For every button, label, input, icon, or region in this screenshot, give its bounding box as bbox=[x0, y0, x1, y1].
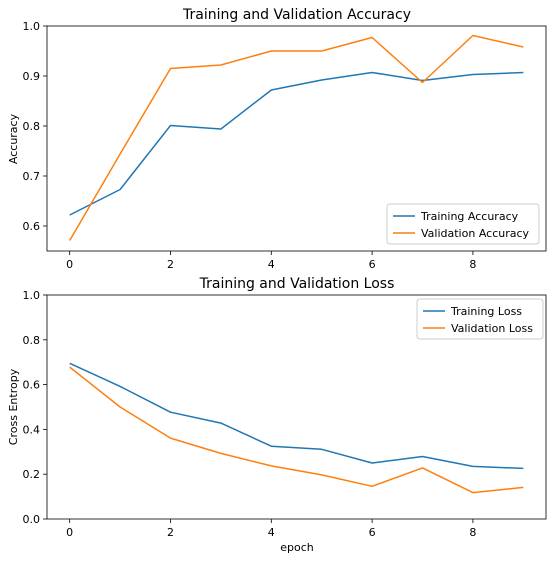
y-axis-label: Cross Entropy bbox=[7, 368, 20, 445]
legend-label: Training Accuracy bbox=[420, 210, 519, 223]
series-line-1 bbox=[69, 34, 524, 241]
x-tick-label: 2 bbox=[167, 258, 174, 271]
x-tick-label: 8 bbox=[469, 258, 476, 271]
x-tick-label: 2 bbox=[167, 526, 174, 539]
y-tick-label: 0.9 bbox=[23, 70, 41, 83]
x-tick-label: 4 bbox=[268, 258, 275, 271]
x-tick-label: 8 bbox=[469, 526, 476, 539]
y-tick-label: 0.6 bbox=[23, 220, 41, 233]
y-tick-label: 0.0 bbox=[23, 513, 41, 526]
plot-area bbox=[69, 34, 524, 241]
y-tick-label: 0.4 bbox=[23, 423, 41, 436]
legend: Training Accuracy Validation Accuracy bbox=[386, 203, 540, 245]
chart-title: Training and Validation Accuracy bbox=[182, 7, 411, 23]
axes-frame bbox=[46, 25, 547, 252]
accuracy-chart: Training and Validation Accuracy Accurac… bbox=[7, 7, 547, 271]
series-line-0 bbox=[69, 362, 524, 470]
y-tick-label: 0.2 bbox=[23, 468, 41, 481]
axes-frame bbox=[46, 294, 547, 520]
x-axis-label: epoch bbox=[280, 541, 314, 554]
y-tick-label: 0.8 bbox=[23, 120, 41, 133]
y-tick-label: 0.8 bbox=[23, 334, 41, 347]
legend-box bbox=[386, 203, 540, 245]
loss-chart: Training and Validation Loss Cross Entro… bbox=[7, 276, 547, 554]
y-axis-label: Accuracy bbox=[7, 113, 20, 164]
series-line-1 bbox=[69, 366, 524, 494]
legend: Training Loss Validation Loss bbox=[416, 298, 544, 340]
x-tick-label: 6 bbox=[369, 258, 376, 271]
legend-label: Training Loss bbox=[450, 305, 522, 318]
legend-box bbox=[416, 298, 544, 340]
y-tick-label: 1.0 bbox=[23, 289, 41, 302]
axes: 0 2 4 6 8 0.0 0.2 0.4 0.6 0.8 1.0 bbox=[23, 289, 547, 539]
series-line-0 bbox=[69, 71, 524, 216]
y-tick-label: 0.7 bbox=[23, 170, 41, 183]
axes: 0 2 4 6 8 0.6 0.7 0.8 0.9 1.0 bbox=[23, 20, 547, 271]
y-tick-label: 1.0 bbox=[23, 20, 41, 33]
x-tick-label: 4 bbox=[268, 526, 275, 539]
legend-label: Validation Accuracy bbox=[421, 227, 530, 240]
y-tick-label: 0.6 bbox=[23, 379, 41, 392]
plot-area bbox=[69, 362, 524, 494]
x-tick-label: 6 bbox=[369, 526, 376, 539]
legend-label: Validation Loss bbox=[451, 322, 533, 335]
chart-title: Training and Validation Loss bbox=[199, 276, 395, 292]
x-tick-label: 0 bbox=[66, 526, 73, 539]
x-tick-label: 0 bbox=[66, 258, 73, 271]
